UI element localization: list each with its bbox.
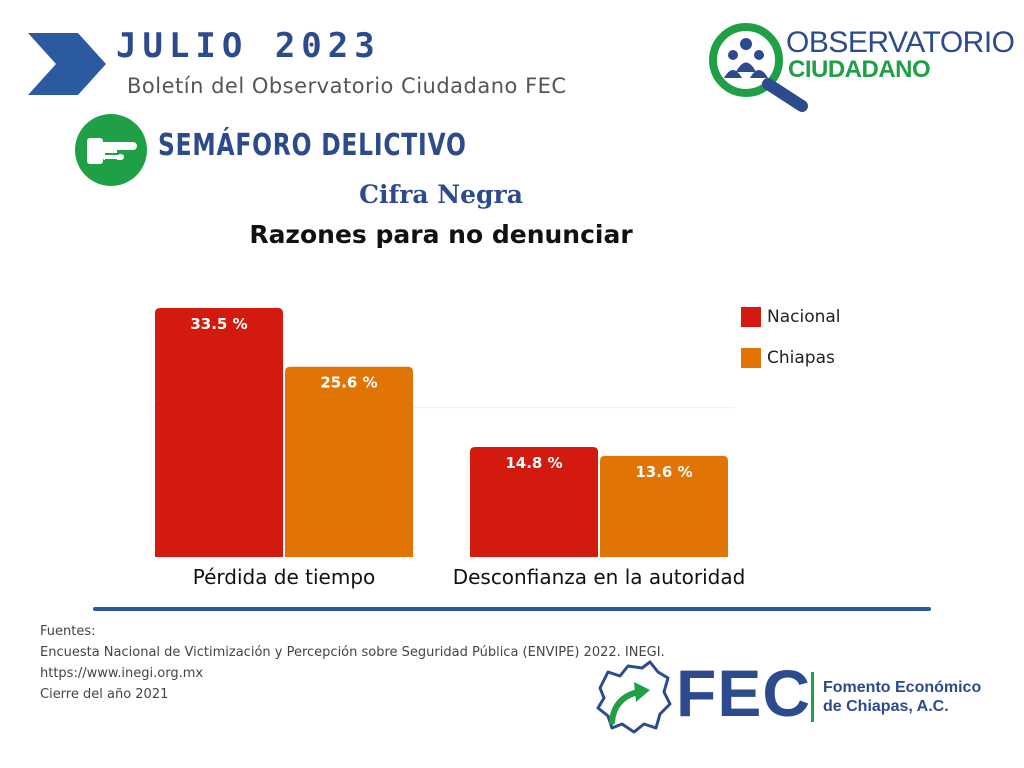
divider-line [93, 607, 931, 611]
section-title: SEMÁFORO DELICTIVO [158, 128, 467, 163]
data-label-nacional-1: 33.5 % [190, 315, 247, 333]
data-label-chiapas-2: 13.6 % [635, 463, 692, 481]
fec-logo-text: FEC [676, 656, 811, 730]
header-title: JULIO 2023 [116, 26, 381, 66]
pointing-hand-icon [75, 114, 147, 186]
bar-chiapas-2 [600, 455, 728, 557]
chiapas-map-icon [596, 660, 672, 734]
fec-name-line2: de Chiapas, A.C. [823, 698, 949, 715]
legend-item-chiapas: Chiapas [741, 347, 841, 369]
header-subtitle: Boletín del Observatorio Ciudadano FEC [127, 74, 567, 98]
category-label: Pérdida de tiempo [193, 565, 376, 589]
sources-line: Encuesta Nacional de Victimización y Per… [40, 645, 665, 660]
bar-chiapas-1 [285, 366, 413, 557]
data-label-nacional-2: 14.8 % [505, 454, 562, 472]
legend-swatch-chiapas [741, 348, 761, 368]
fec-name-line1: Fomento Económico [823, 679, 982, 696]
fec-logo-divider [811, 672, 814, 722]
chart-title: Cifra Negra [359, 180, 523, 209]
legend-label-nacional: Nacional [767, 307, 841, 327]
sources-heading: Fuentes: [40, 624, 96, 639]
sources-block: Fuentes: Encuesta Nacional de Victimizac… [40, 621, 665, 705]
observatorio-logo-icon [709, 23, 808, 112]
chart-subtitle: Razones para no denunciar [249, 220, 633, 249]
legend-swatch-nacional [741, 307, 761, 327]
sources-url: https://www.inegi.org.mx [40, 666, 204, 681]
logo-text-observatorio: OBSERVATORIO [786, 26, 1015, 59]
bar-nacional-2 [470, 446, 598, 557]
logo-text-ciudadano: CIUDADANO [788, 56, 931, 83]
bar-nacional-1 [155, 308, 283, 557]
bar-chart: 33.5 % 25.6 % Pérdida de tiempo 14.8 % 13.6 … [150, 308, 746, 589]
legend-item-nacional: Nacional [741, 306, 841, 328]
header-arrow-icon [28, 33, 106, 95]
category-label: Desconfianza en la autoridad [453, 565, 746, 589]
legend-label-chiapas: Chiapas [767, 348, 835, 368]
sources-date: Cierre del año 2021 [40, 687, 169, 702]
chart-legend: Nacional Chiapas [741, 306, 841, 388]
data-label-chiapas-1: 25.6 % [320, 374, 377, 392]
